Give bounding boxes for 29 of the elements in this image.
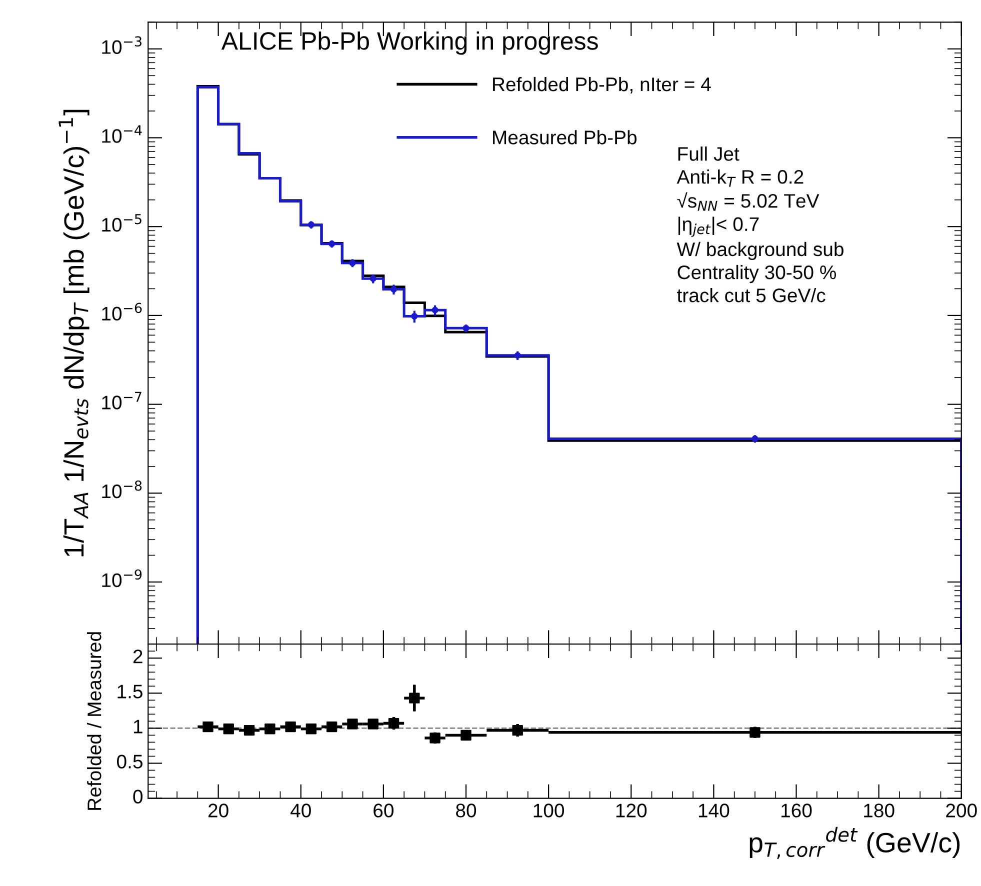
- y-tick-label: 10$^{−5}$: [102, 214, 142, 232]
- x-tick-label: 80: [456, 804, 476, 818]
- x-axis-title: p$_{T,corr}$$^{det}$ (GeV/c): [750, 826, 960, 860]
- y-tick-label: 0.5: [117, 754, 142, 768]
- x-tick-label: 60: [374, 804, 394, 818]
- y-tick-label: 10$^{−6}$: [102, 302, 142, 321]
- x-tick-label: 180: [864, 804, 894, 818]
- y-tick-label: 0: [133, 790, 143, 804]
- x-tick-label: 100: [534, 804, 564, 818]
- y-tick-label: 1: [134, 720, 142, 734]
- y-tick-label: 10$^{−4}$: [102, 125, 142, 143]
- legend-label: Measured Pb-Pb: [493, 130, 637, 144]
- text: 1/T$_{AA}$ 1/N$_{evts}$ dN/dp$_{T}$ [mb (GeV/c)$^{−1}$]: [58, 110, 90, 556]
- legend-label: Refolded Pb-Pb, nIter = 4: [493, 76, 711, 94]
- text: Full Jet Anti-k$_{T}$ R = 0.2 √s$_{NN}$ = 5.02 TeV |η$_{jet}$|< 0.7 W/ background sub Centrality 30-50 % track cut 5 GeV/c: [676, 146, 844, 302]
- y-tick-label: 10$^{−7}$: [102, 392, 142, 410]
- annotation: ALICE Pb-Pb Working in progress: [221, 31, 598, 55]
- x-tick-label: 160: [782, 804, 812, 818]
- x-tick-label: 40: [290, 804, 311, 818]
- y-tick-label: 10$^{−9}$: [102, 569, 142, 588]
- y-tick-label: 10$^{−8}$: [102, 480, 142, 498]
- y-tick-label: 10$^{−3}$: [102, 36, 142, 54]
- y-tick-label: 1.5: [118, 684, 142, 698]
- y-tick-label: 2: [133, 650, 142, 664]
- y-axis-title: Refolded / Measured: [87, 632, 102, 810]
- x-tick-label: 120: [616, 804, 647, 818]
- x-tick-label: 140: [698, 804, 730, 818]
- x-tick-label: 200: [946, 804, 977, 818]
- x-tick-label: 20: [208, 804, 228, 818]
